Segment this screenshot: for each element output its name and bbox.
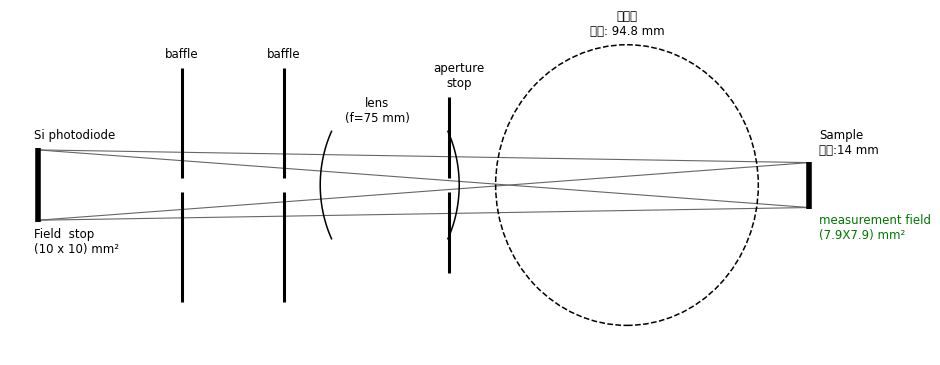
Text: baffle: baffle <box>165 48 199 61</box>
Text: Si photodiode: Si photodiode <box>34 129 115 142</box>
Text: Field  stop
(10 x 10) mm²: Field stop (10 x 10) mm² <box>34 228 118 256</box>
Text: lens
(f=75 mm): lens (f=75 mm) <box>345 96 410 124</box>
Text: aperture
stop: aperture stop <box>433 62 485 91</box>
Text: baffle: baffle <box>267 48 301 61</box>
Text: Sample
직경:14 mm: Sample 직경:14 mm <box>820 129 879 157</box>
Text: measurement field
(7.9X7.9) mm²: measurement field (7.9X7.9) mm² <box>820 214 932 242</box>
Text: 적분구
직경: 94.8 mm: 적분구 직경: 94.8 mm <box>589 10 665 38</box>
